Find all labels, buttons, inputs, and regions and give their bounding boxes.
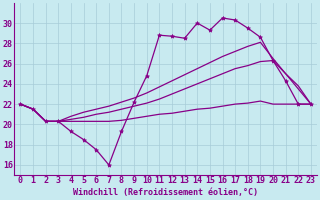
X-axis label: Windchill (Refroidissement éolien,°C): Windchill (Refroidissement éolien,°C): [73, 188, 258, 197]
